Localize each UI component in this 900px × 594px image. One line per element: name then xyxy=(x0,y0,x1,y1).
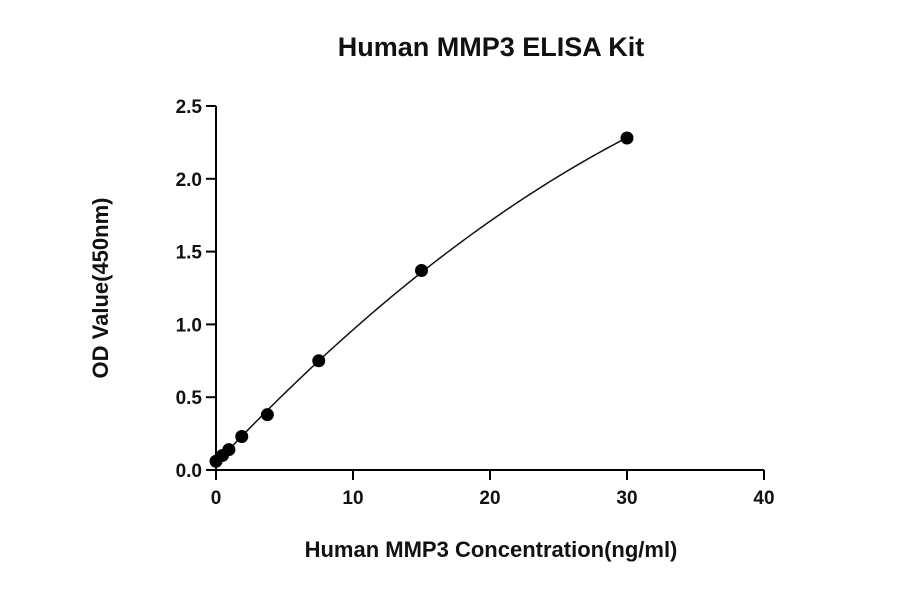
y-tick-label: 0.5 xyxy=(176,388,203,409)
x-axis-label: Human MMP3 Concentration(ng/ml) xyxy=(305,537,678,562)
data-point xyxy=(312,354,326,368)
y-tick-label: 1.0 xyxy=(176,315,202,336)
x-tick-label: 30 xyxy=(616,488,637,509)
data-point xyxy=(415,264,428,278)
chart-title: Human MMP3 ELISA Kit xyxy=(338,32,645,62)
data-point xyxy=(222,443,236,457)
y-tick-label: 1.5 xyxy=(176,243,203,264)
fit-curve-layer xyxy=(215,136,628,464)
y-tick-label: 2.5 xyxy=(176,97,203,118)
fit-curve xyxy=(215,136,628,464)
data-point xyxy=(235,430,249,444)
y-axis-label: OD Value(450nm) xyxy=(88,198,113,379)
ticks: 0.0 0.5 1.0 1.5 2.0 2.5 0 10 20 30 40 xyxy=(176,97,775,509)
data-points xyxy=(209,131,634,468)
y-tick-label: 2.0 xyxy=(176,170,202,191)
x-tick-label: 40 xyxy=(753,488,774,509)
data-point xyxy=(620,131,634,145)
axes xyxy=(214,106,764,471)
x-tick-label: 20 xyxy=(479,488,500,509)
data-point xyxy=(260,408,274,422)
x-tick-label: 10 xyxy=(342,488,363,509)
x-tick-label: 0 xyxy=(211,488,222,509)
y-tick-label: 0.0 xyxy=(176,461,202,482)
